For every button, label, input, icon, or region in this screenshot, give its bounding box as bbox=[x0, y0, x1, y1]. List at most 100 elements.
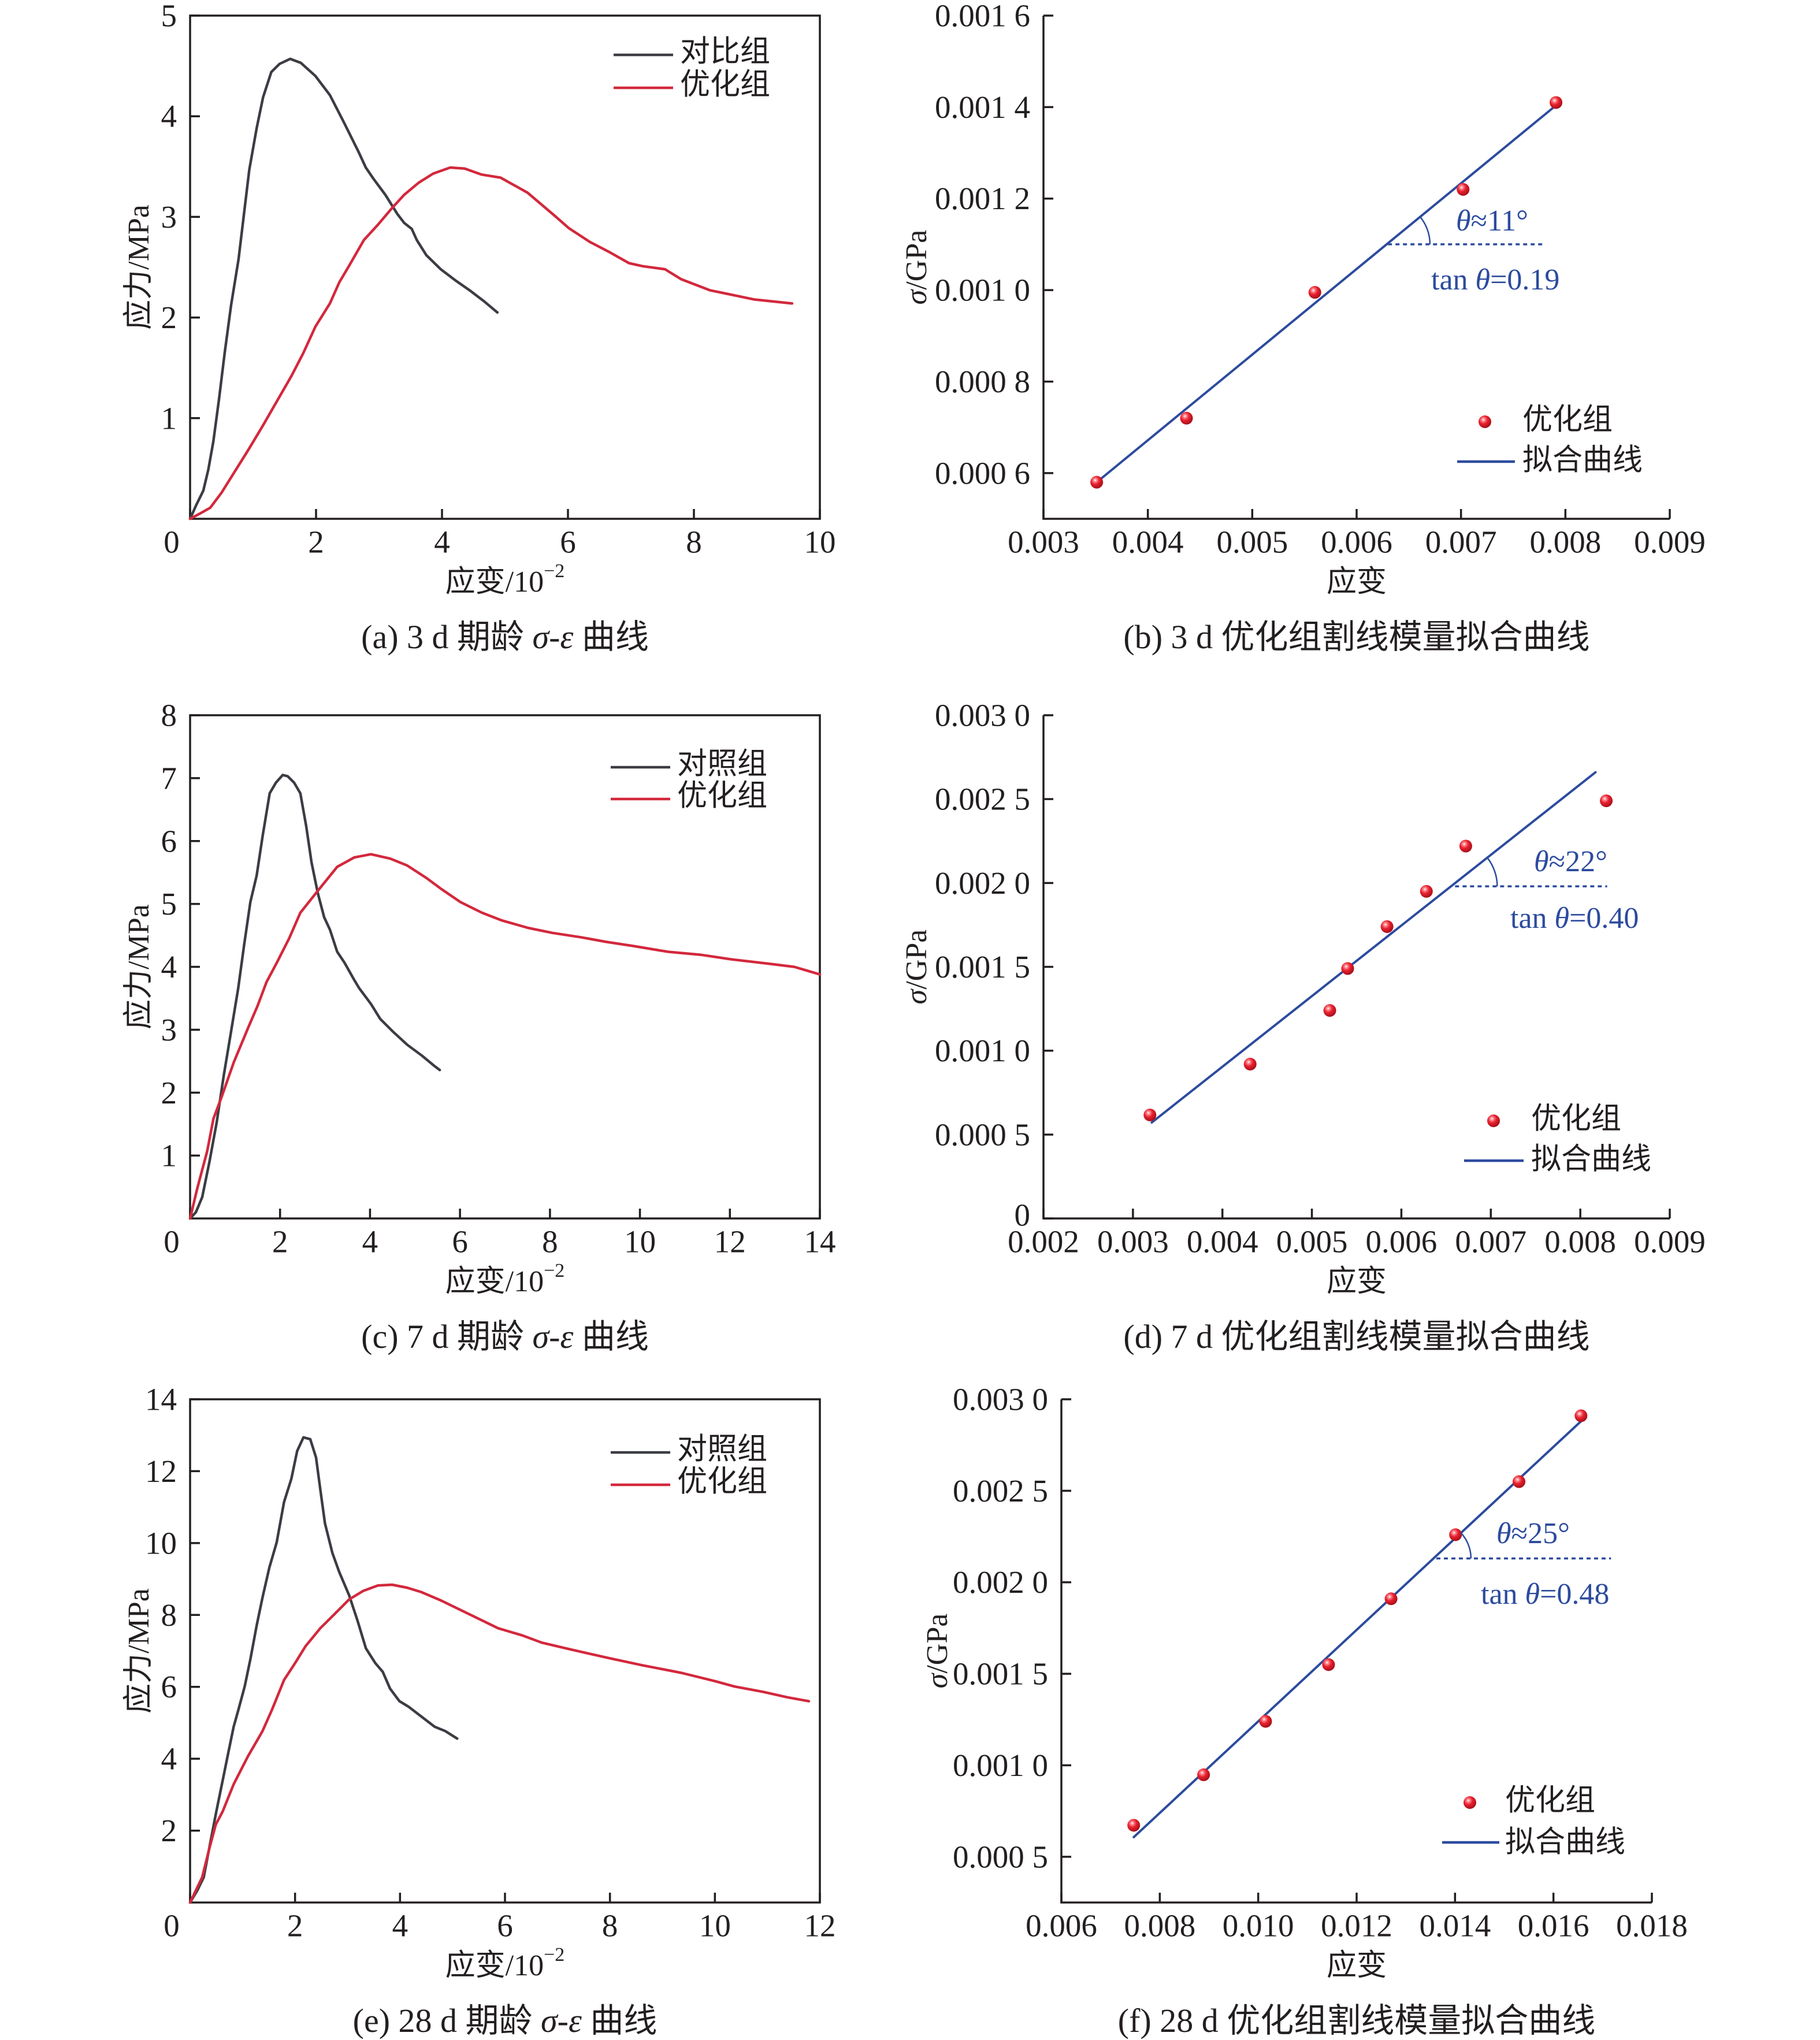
legend-label: 对照组 bbox=[677, 1433, 767, 1466]
fit-line bbox=[1132, 1420, 1583, 1838]
y-tick-label: 0.000 6 bbox=[935, 455, 1030, 491]
plot-series bbox=[1127, 1409, 1588, 1838]
data-point bbox=[1420, 885, 1433, 898]
tan-label: tan θ=0.48 bbox=[1481, 1578, 1609, 1611]
y-tick-label: 6 bbox=[161, 1669, 177, 1704]
caption-symbol: σ-ε bbox=[533, 618, 574, 656]
y-tick-label: 0.001 0 bbox=[935, 1033, 1030, 1068]
x-axis: 0.003 0.004 0.005 0.006 0.007 0.008 0.009 bbox=[1008, 509, 1706, 560]
panel-caption: (b) 3 d 优化组割线模量拟合曲线 bbox=[1123, 618, 1589, 656]
x-tick-label: 0.016 bbox=[1518, 1908, 1589, 1944]
y-axis-title-text: 应力/MPa bbox=[122, 1588, 155, 1714]
control-group-curve bbox=[188, 1436, 459, 1904]
y-tick-label: 6 bbox=[161, 823, 177, 859]
x-axis-title: 应变/10−2 bbox=[445, 1260, 565, 1298]
y-tick-label: 14 bbox=[145, 1382, 177, 1417]
data-point bbox=[1323, 1004, 1336, 1017]
x-tick-label: 6 bbox=[560, 525, 576, 560]
data-point bbox=[1143, 1108, 1157, 1121]
y-tick-label: 0.000 5 bbox=[953, 1839, 1048, 1874]
x-tick-label: 0 bbox=[164, 1224, 180, 1259]
caption-prefix: (f) 28 d 优化组割线模量拟合曲线 bbox=[1118, 2002, 1595, 2039]
y-tick-label: 3 bbox=[161, 1012, 177, 1047]
y-axis-title: σ/GPa bbox=[921, 1614, 954, 1689]
x-tick-label: 10 bbox=[624, 1224, 656, 1259]
angle-symbol: θ bbox=[1496, 1517, 1511, 1550]
x-tick-label: 0.008 bbox=[1544, 1224, 1616, 1259]
x-tick-label: 10 bbox=[699, 1908, 731, 1944]
y-axis-title: σ/GPa bbox=[900, 930, 933, 1005]
legend-label: 拟合曲线 bbox=[1531, 1143, 1651, 1176]
caption-prefix: (a) 3 d 期龄 bbox=[361, 618, 532, 656]
legend-label: 优化组 bbox=[1522, 404, 1613, 437]
y-tick-label: 0.000 8 bbox=[935, 364, 1030, 399]
caption-prefix: (e) 28 d 期龄 bbox=[353, 2002, 541, 2039]
y-tick-label: 0.002 0 bbox=[953, 1565, 1048, 1600]
y-tick-label: 2 bbox=[161, 300, 177, 335]
x-tick-label: 2 bbox=[287, 1908, 303, 1944]
x-axis: 0 2 4 6 8 10 12 bbox=[164, 1893, 836, 1944]
x-tick-label: 0.009 bbox=[1634, 1224, 1706, 1259]
y-tick-label: 3 bbox=[161, 199, 177, 235]
x-tick-label: 14 bbox=[804, 1224, 836, 1259]
x-tick-label: 8 bbox=[602, 1908, 618, 1944]
caption-prefix: (d) 7 d 优化组割线模量拟合曲线 bbox=[1123, 1318, 1589, 1355]
legend-label: 对照组 bbox=[677, 748, 767, 781]
x-tick-label: 4 bbox=[392, 1908, 408, 1944]
data-point bbox=[1600, 794, 1613, 808]
tan-value: =0.48 bbox=[1540, 1578, 1609, 1611]
y-axis-title-text: /GPa bbox=[900, 230, 933, 290]
y-tick-label: 0.001 5 bbox=[935, 949, 1030, 984]
y-axis-title: 应力/MPa bbox=[122, 1588, 155, 1714]
data-point bbox=[1380, 920, 1394, 933]
legend-item: 优化组 bbox=[611, 1466, 767, 1499]
tan-prefix: tan bbox=[1481, 1578, 1525, 1611]
legend-label: 优化组 bbox=[677, 780, 767, 813]
y-axis-title-symbol: σ bbox=[900, 288, 933, 304]
legend-item: 拟合曲线 bbox=[1442, 1826, 1625, 1859]
fit-line bbox=[1095, 106, 1555, 484]
panel-caption: (e) 28 d 期龄 σ-ε 曲线 bbox=[353, 2002, 658, 2039]
y-axis: 0.000 6 0.000 8 0.001 0 0.001 2 0.001 4 0.001… bbox=[935, 0, 1053, 491]
plot-series bbox=[188, 774, 822, 1220]
panel-d: 0.002 0.003 0.004 0.005 0.006 0.007 0.008 0.009… bbox=[900, 698, 1706, 1355]
x-tick-label: 2 bbox=[272, 1224, 288, 1259]
plot-series bbox=[1143, 771, 1613, 1124]
legend-item: 拟合曲线 bbox=[1457, 444, 1643, 477]
tan-symbol: θ bbox=[1476, 263, 1491, 296]
data-point bbox=[1459, 839, 1472, 853]
y-tick-label: 0.001 6 bbox=[935, 0, 1030, 34]
y-tick-label: 1 bbox=[161, 400, 177, 436]
x-tick-label: 0.008 bbox=[1124, 1908, 1195, 1944]
legend-label: 拟合曲线 bbox=[1505, 1826, 1625, 1859]
y-tick-label: 4 bbox=[161, 99, 177, 134]
y-axis-title-text: 应力/MPa bbox=[122, 904, 155, 1030]
y-tick-label: 0.001 4 bbox=[935, 90, 1030, 125]
panel-f: 0.006 0.008 0.010 0.012 0.014 0.016 0.018 0.000… bbox=[921, 1382, 1688, 2039]
tan-value: =0.19 bbox=[1490, 263, 1559, 296]
tan-prefix: tan bbox=[1431, 263, 1476, 296]
y-tick-label: 0.000 5 bbox=[935, 1117, 1030, 1152]
x-tick-label: 10 bbox=[804, 525, 836, 560]
legend-item: 优化组 bbox=[1479, 404, 1613, 437]
y-tick-label: 2 bbox=[161, 1075, 177, 1110]
x-tick-label: 0.005 bbox=[1216, 525, 1288, 560]
plot-series bbox=[188, 57, 794, 521]
caption-suffix: 曲线 bbox=[573, 1318, 649, 1355]
legend-marker-swatch bbox=[1487, 1114, 1500, 1127]
x-axis: 0 2 4 6 8 10 12 14 bbox=[164, 1209, 836, 1259]
y-tick-label: 8 bbox=[161, 698, 177, 733]
x-axis-title: 应变 bbox=[1327, 1265, 1387, 1298]
caption-prefix: (c) 7 d 期龄 bbox=[361, 1318, 532, 1355]
legend-label: 优化组 bbox=[677, 1466, 767, 1499]
data-point bbox=[1384, 1592, 1398, 1606]
y-tick-label: 5 bbox=[161, 0, 177, 34]
angle-arc bbox=[1419, 216, 1431, 244]
y-axis-title: 应力/MPa bbox=[122, 205, 155, 330]
angle-label: θ≈25° bbox=[1496, 1517, 1570, 1550]
x-tick-label: 0 bbox=[164, 525, 180, 560]
x-tick-label: 0.003 bbox=[1008, 525, 1079, 560]
y-axis: 0 0.000 5 0.001 0 0.001 5 0.002 0 0.002 5 0.00… bbox=[935, 698, 1053, 1233]
